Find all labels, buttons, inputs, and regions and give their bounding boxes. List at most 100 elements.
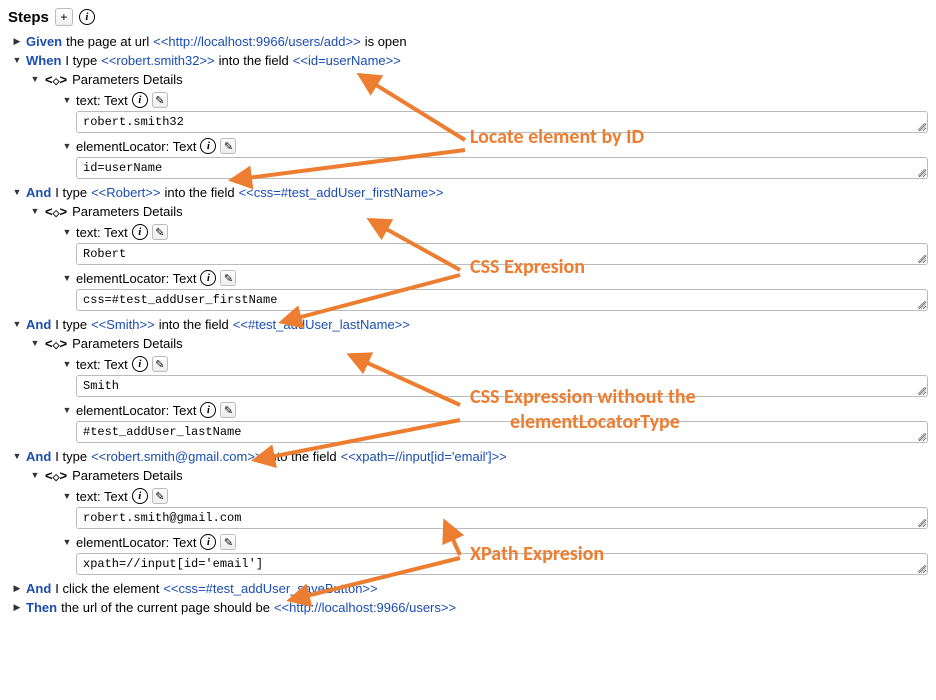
step-text: into the field <box>219 53 289 68</box>
step-text: I type <box>55 185 87 200</box>
info-icon[interactable]: i <box>132 356 148 372</box>
parameters-details-label: Parameters Details <box>72 204 183 219</box>
param-row: elementLocator: Text i ✎ <box>62 533 928 551</box>
edit-icon[interactable]: ✎ <box>152 356 168 372</box>
expand-toggle-icon[interactable] <box>12 36 22 47</box>
edit-icon[interactable]: ✎ <box>152 224 168 240</box>
add-step-button[interactable]: + <box>55 8 73 26</box>
param-locator-input[interactable]: #test_addUser_lastName <box>76 421 928 443</box>
step-param-link[interactable]: <<xpath=//input[id='email']>> <box>341 449 507 464</box>
step-text: I type <box>55 449 87 464</box>
info-icon[interactable]: i <box>200 270 216 286</box>
param-label: elementLocator: Text <box>76 139 196 154</box>
step-row[interactable]: And I type <<Smith>> into the field <<#t… <box>8 315 928 334</box>
expand-toggle-icon[interactable] <box>62 405 72 416</box>
expand-toggle-icon[interactable] <box>30 338 40 349</box>
step-param-link[interactable]: <<#test_addUser_lastName>> <box>233 317 410 332</box>
param-label: text: Text <box>76 225 128 240</box>
parameters-details-label: Parameters Details <box>72 336 183 351</box>
param-locator-input[interactable]: css=#test_addUser_firstName <box>76 289 928 311</box>
step-text: I click the element <box>55 581 159 596</box>
expand-toggle-icon[interactable] <box>62 95 72 106</box>
step-text: is open <box>365 34 407 49</box>
info-icon[interactable]: i <box>79 9 95 25</box>
expand-toggle-icon[interactable] <box>62 537 72 548</box>
edit-icon[interactable]: ✎ <box>152 488 168 504</box>
info-icon[interactable]: i <box>132 92 148 108</box>
step-param-link[interactable]: <<css=#test_addUser_saveButton>> <box>163 581 377 596</box>
edit-icon[interactable]: ✎ <box>220 270 236 286</box>
edit-icon[interactable]: ✎ <box>220 534 236 550</box>
code-icon: <◇> <box>45 468 67 483</box>
param-label: elementLocator: Text <box>76 403 196 418</box>
step-param-link[interactable]: <<http://localhost:9966/users/add>> <box>153 34 360 49</box>
param-text-input[interactable]: robert.smith32 <box>76 111 928 133</box>
expand-toggle-icon[interactable] <box>12 451 22 462</box>
parameters-details-header[interactable]: <◇>Parameters Details <box>30 334 928 353</box>
step-param-link[interactable]: <<Smith>> <box>91 317 155 332</box>
param-locator-input[interactable]: id=userName <box>76 157 928 179</box>
expand-toggle-icon[interactable] <box>30 470 40 481</box>
step-row[interactable]: When I type <<robert.smith32>> into the … <box>8 51 928 70</box>
parameters-details-header[interactable]: <◇> Parameters Details <box>30 202 928 221</box>
step-keyword: Given <box>26 34 62 49</box>
param-text-input[interactable]: robert.smith@gmail.com <box>76 507 928 529</box>
step-param-link[interactable]: <<http://localhost:9966/users>> <box>274 600 456 615</box>
param-label: text: Text <box>76 93 128 108</box>
param-row: text: Text i ✎ <box>62 223 928 241</box>
step-text: into the field <box>267 449 337 464</box>
param-text-input[interactable]: Smith <box>76 375 928 397</box>
step-row[interactable]: Then the url of the current page should … <box>8 598 928 617</box>
param-locator-input[interactable]: xpath=//input[id='email'] <box>76 553 928 575</box>
step-param-link[interactable]: <<id=userName>> <box>293 53 401 68</box>
step-keyword: And <box>26 317 51 332</box>
step-row[interactable]: Given the page at url <<http://localhost… <box>8 32 928 51</box>
edit-icon[interactable]: ✎ <box>152 92 168 108</box>
expand-toggle-icon[interactable] <box>30 206 40 217</box>
info-icon[interactable]: i <box>200 138 216 154</box>
step-text: the page at url <box>66 34 149 49</box>
expand-toggle-icon[interactable] <box>62 273 72 284</box>
param-text-input[interactable]: Robert <box>76 243 928 265</box>
step-text: the url of the current page should be <box>61 600 270 615</box>
param-label: text: Text <box>76 489 128 504</box>
parameters-details-label: Parameters Details <box>72 468 183 483</box>
param-label: text: Text <box>76 357 128 372</box>
expand-toggle-icon[interactable] <box>62 141 72 152</box>
step-row[interactable]: And I click the element <<css=#test_addU… <box>8 579 928 598</box>
parameters-details-header[interactable]: <◇> Parameters Details <box>30 466 928 485</box>
code-icon: <◇> <box>45 204 67 219</box>
info-icon[interactable]: i <box>132 488 148 504</box>
info-icon[interactable]: i <box>132 224 148 240</box>
param-label: elementLocator: Text <box>76 535 196 550</box>
edit-icon[interactable]: ✎ <box>220 402 236 418</box>
edit-icon[interactable]: ✎ <box>220 138 236 154</box>
expand-toggle-icon[interactable] <box>62 491 72 502</box>
step-keyword: And <box>26 185 51 200</box>
expand-toggle-icon[interactable] <box>30 74 40 85</box>
step-param-link[interactable]: <<robert.smith32>> <box>101 53 214 68</box>
param-row: elementLocator: Text i ✎ <box>62 401 928 419</box>
info-icon[interactable]: i <box>200 534 216 550</box>
expand-toggle-icon[interactable] <box>12 602 22 613</box>
expand-toggle-icon[interactable] <box>12 55 22 66</box>
step-param-link[interactable]: <<Robert>> <box>91 185 160 200</box>
expand-toggle-icon[interactable] <box>12 187 22 198</box>
parameters-details-header[interactable]: <◇>Parameters Details <box>30 70 928 89</box>
param-row: text: Text i ✎ <box>62 487 928 505</box>
expand-toggle-icon[interactable] <box>62 227 72 238</box>
expand-toggle-icon[interactable] <box>62 359 72 370</box>
expand-toggle-icon[interactable] <box>12 319 22 330</box>
parameters-details-label: Parameters Details <box>72 72 183 87</box>
param-row: elementLocator: Text i ✎ <box>62 269 928 287</box>
step-text: I type <box>55 317 87 332</box>
step-param-link[interactable]: <<robert.smith@gmail.com>> <box>91 449 262 464</box>
step-keyword: And <box>26 449 51 464</box>
step-row[interactable]: And I type <<robert.smith@gmail.com>> in… <box>8 447 928 466</box>
info-icon[interactable]: i <box>200 402 216 418</box>
step-text: I type <box>65 53 97 68</box>
step-row[interactable]: And I type <<Robert>> into the field <<c… <box>8 183 928 202</box>
expand-toggle-icon[interactable] <box>12 583 22 594</box>
step-param-link[interactable]: <<css=#test_addUser_firstName>> <box>239 185 444 200</box>
page-title: Steps <box>8 9 49 26</box>
